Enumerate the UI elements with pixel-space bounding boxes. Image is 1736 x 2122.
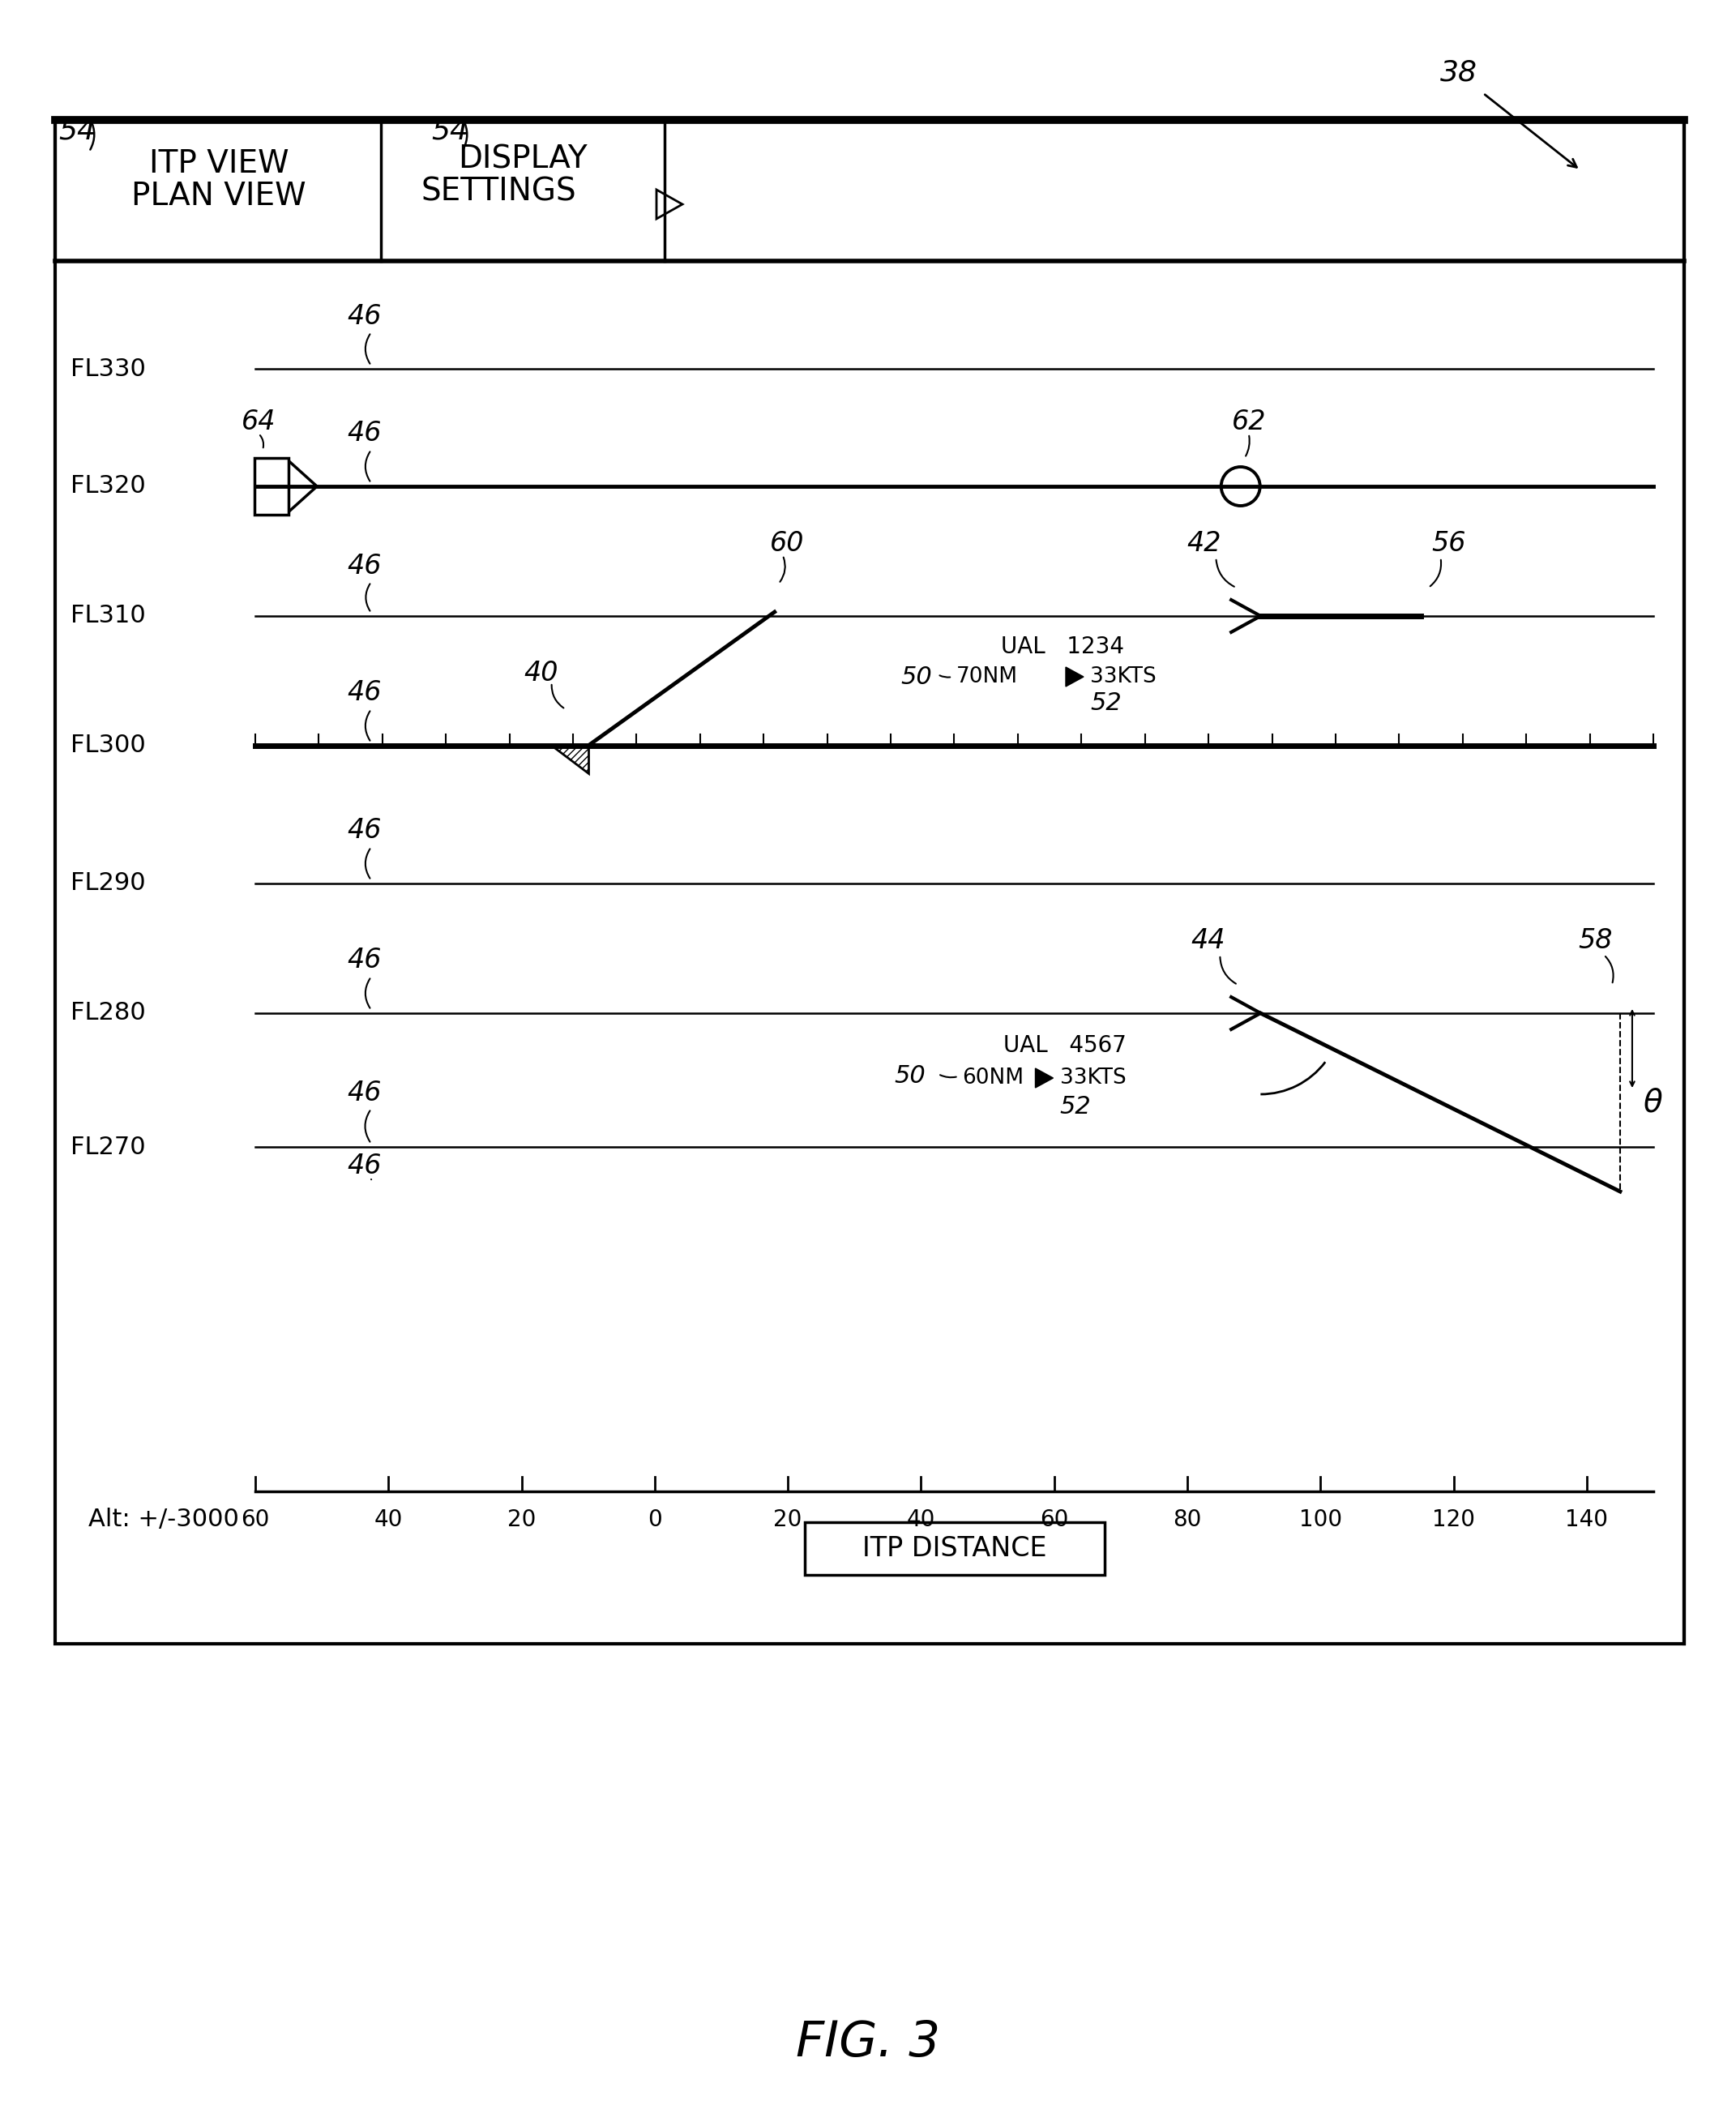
Text: 50: 50	[901, 664, 932, 688]
Text: DISPLAY: DISPLAY	[458, 144, 587, 176]
Text: 100: 100	[1299, 1509, 1342, 1532]
Text: 33KTS: 33KTS	[1059, 1067, 1127, 1089]
Text: 54: 54	[431, 117, 469, 144]
Text: 58: 58	[1578, 927, 1613, 953]
Text: 40: 40	[906, 1509, 936, 1532]
Text: 46: 46	[347, 1080, 382, 1106]
Text: 50: 50	[894, 1065, 925, 1089]
Bar	[56, 121, 1684, 1645]
Text: Alt: +/-3000: Alt: +/-3000	[89, 1509, 240, 1532]
Text: FL330: FL330	[71, 356, 146, 380]
Text: 60: 60	[241, 1509, 269, 1532]
Text: FL300: FL300	[71, 734, 146, 758]
Text: 46: 46	[347, 420, 382, 448]
Text: 33KTS: 33KTS	[1090, 666, 1156, 688]
Text: 46: 46	[347, 817, 382, 845]
Text: 64: 64	[241, 407, 276, 435]
Bar	[804, 1521, 1104, 1575]
Text: 60NM: 60NM	[962, 1067, 1024, 1089]
Text: θ: θ	[1642, 1086, 1661, 1118]
Text: 46: 46	[347, 303, 382, 329]
Text: 46: 46	[347, 552, 382, 579]
Text: 60: 60	[769, 530, 804, 556]
Text: FL320: FL320	[71, 475, 146, 499]
Text: 52: 52	[1090, 692, 1121, 715]
Text: 56: 56	[1432, 530, 1465, 556]
Text: 20: 20	[774, 1509, 802, 1532]
Text: 42: 42	[1187, 530, 1220, 556]
Text: FL270: FL270	[71, 1135, 146, 1159]
Text: 46: 46	[347, 946, 382, 974]
Text: 54: 54	[59, 117, 95, 144]
Text: UAL   1234: UAL 1234	[1002, 634, 1125, 658]
Text: 52: 52	[1059, 1095, 1092, 1118]
Text: UAL   4567: UAL 4567	[1003, 1033, 1127, 1057]
Text: PLAN VIEW: PLAN VIEW	[132, 180, 306, 212]
Polygon shape	[552, 745, 589, 772]
Text: 70NM: 70NM	[957, 666, 1017, 688]
Text: ITP VIEW: ITP VIEW	[149, 149, 288, 178]
Text: 0: 0	[648, 1509, 661, 1532]
Text: 40: 40	[524, 660, 559, 685]
Text: FL290: FL290	[71, 872, 146, 895]
Text: 120: 120	[1432, 1509, 1476, 1532]
Text: 46: 46	[347, 679, 382, 707]
Text: FL280: FL280	[71, 1002, 146, 1025]
Text: ITP DISTANCE: ITP DISTANCE	[863, 1534, 1047, 1562]
Bar	[255, 458, 288, 516]
Text: FIG. 3: FIG. 3	[795, 2018, 941, 2067]
Text: 140: 140	[1566, 1509, 1608, 1532]
Text: 40: 40	[373, 1509, 403, 1532]
Text: FL310: FL310	[71, 605, 146, 628]
Polygon shape	[1035, 1067, 1054, 1089]
Text: SETTINGS: SETTINGS	[420, 176, 576, 208]
Text: 80: 80	[1174, 1509, 1201, 1532]
Text: 62: 62	[1231, 407, 1266, 435]
Text: 20: 20	[507, 1509, 536, 1532]
Text: 38: 38	[1441, 59, 1477, 87]
Text: 46: 46	[347, 1152, 382, 1180]
Text: 60: 60	[1040, 1509, 1069, 1532]
Polygon shape	[1066, 666, 1083, 688]
Text: 44: 44	[1191, 927, 1226, 953]
